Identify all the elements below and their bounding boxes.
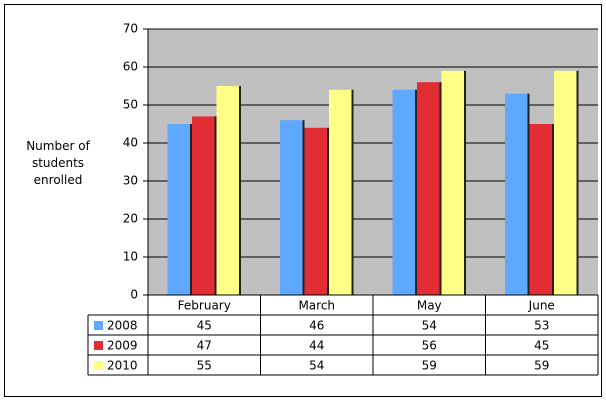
bar	[216, 86, 241, 295]
legend-key	[94, 361, 103, 370]
table-value: 47	[197, 339, 212, 353]
bar	[505, 93, 530, 295]
legend-label: 2009	[107, 339, 138, 353]
bar	[329, 89, 354, 295]
table-value: 59	[534, 359, 549, 373]
y-axis-label: Number of students enrolled	[26, 139, 90, 187]
table-value: 45	[197, 319, 212, 333]
bar	[392, 89, 417, 295]
bar	[167, 124, 192, 295]
y-tick-label: 50	[123, 98, 138, 112]
table-value: 46	[309, 319, 324, 333]
legend-key	[94, 341, 103, 350]
x-tick-label: May	[417, 299, 442, 313]
y-tick-label: 70	[123, 22, 138, 36]
table-value: 53	[534, 319, 549, 333]
bar	[192, 116, 217, 296]
legend-label: 2010	[107, 359, 138, 373]
legend-label: 2008	[107, 319, 138, 333]
y-tick-label: 10	[123, 250, 138, 264]
bar	[417, 82, 442, 295]
table-value: 45	[534, 339, 549, 353]
bar	[441, 70, 466, 295]
y-tick-label: 20	[123, 212, 138, 226]
y-tick-label: 40	[123, 136, 138, 150]
table-value: 54	[422, 319, 437, 333]
x-tick-label: February	[178, 299, 231, 313]
table-value: 55	[197, 359, 212, 373]
x-tick-label: March	[298, 299, 335, 313]
legend-key	[94, 321, 103, 330]
y-tick-label: 0	[130, 288, 138, 302]
table-value: 44	[309, 339, 324, 353]
bar	[304, 127, 329, 295]
bar	[529, 124, 554, 295]
table-value: 59	[422, 359, 437, 373]
x-tick-label: June	[528, 299, 555, 313]
y-tick-label: 30	[123, 174, 138, 188]
y-tick-label: 60	[123, 60, 138, 74]
bar	[280, 120, 305, 295]
table-value: 54	[309, 359, 324, 373]
bar	[554, 70, 579, 295]
table-value: 56	[422, 339, 437, 353]
